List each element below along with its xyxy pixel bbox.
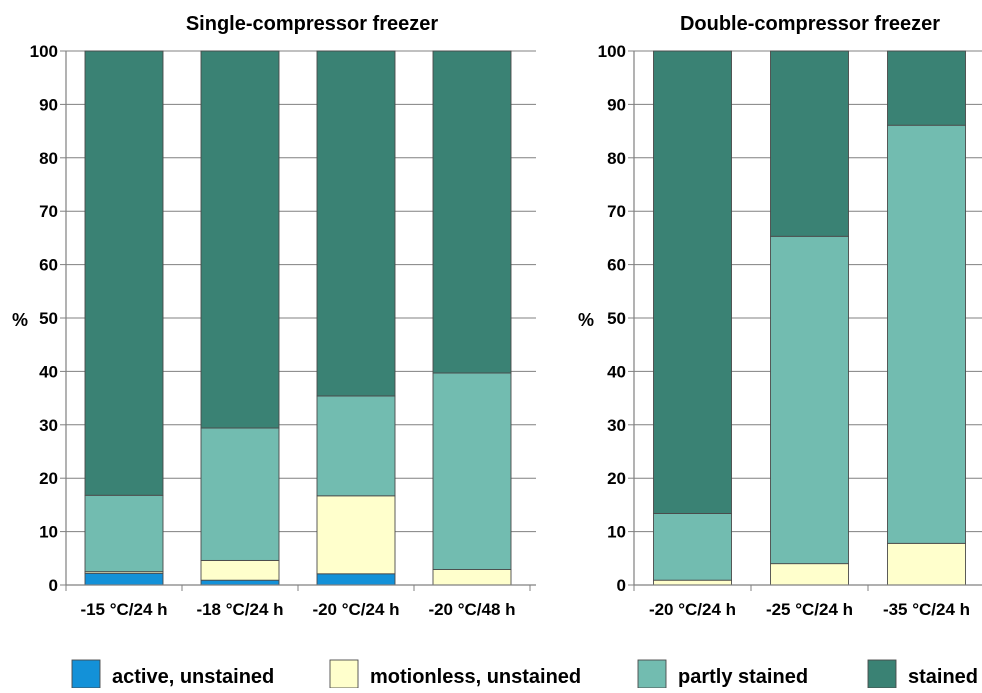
x-tick-label: -20 °C/24 h: [649, 600, 736, 619]
bar-segment: [653, 50, 732, 514]
y-tick-label: 50: [607, 309, 626, 328]
y-tick-label: 60: [607, 256, 626, 275]
bar-segment: [432, 569, 512, 586]
bar-segment: [200, 50, 280, 429]
y-tick-label: 70: [607, 202, 626, 221]
y-tick-label: 100: [30, 42, 58, 61]
x-tick-label: -20 °C/48 h: [428, 600, 515, 619]
y-tick-label: 10: [39, 523, 58, 542]
bar-segment: [84, 494, 164, 573]
bar-segment: [84, 572, 164, 586]
y-tick-label: 80: [607, 149, 626, 168]
y-tick-label: 90: [39, 95, 58, 114]
y-tick-label: 40: [39, 362, 58, 381]
legend-label: stained: [908, 666, 978, 688]
bar-segment: [316, 495, 396, 575]
legend-swatch: [329, 659, 359, 689]
bar-segment: [84, 50, 164, 496]
y-tick-label: 0: [49, 576, 58, 595]
y-tick-label: 20: [39, 469, 58, 488]
legend-swatch: [637, 659, 667, 689]
y-tick-label: 40: [607, 362, 626, 381]
bar-segment: [316, 50, 396, 397]
x-tick-label: -20 °C/24 h: [312, 600, 399, 619]
bar-segment: [887, 50, 966, 126]
chart-panel-1: Single-compressor freezer 0 10 20 30 40 50 60 70…: [12, 13, 536, 619]
chart-title: Double-compressor freezer: [680, 13, 940, 35]
x-tick-label: -25 °C/24 h: [766, 600, 853, 619]
y-tick-label: 70: [39, 202, 58, 221]
y-tick-label: 50: [39, 309, 58, 328]
legend-label: partly stained: [678, 666, 808, 688]
y-tick-label: 30: [607, 416, 626, 435]
y-axis-label: %: [578, 310, 594, 330]
x-tick-label: -35 °C/24 h: [883, 600, 970, 619]
y-tick-label: 90: [607, 95, 626, 114]
x-tick-label: -18 °C/24 h: [196, 600, 283, 619]
bar-segment: [200, 579, 280, 586]
legend-label: motionless, unstained: [370, 666, 581, 688]
bar-segment: [887, 124, 966, 544]
bar-segment: [316, 395, 396, 497]
y-tick-label: 30: [39, 416, 58, 435]
legend: active, unstained motionless, unstained pa…: [71, 659, 978, 689]
y-tick-label: 0: [617, 576, 626, 595]
bar-segment: [770, 235, 849, 565]
bar-segment: [887, 542, 966, 586]
bar-segment: [432, 50, 512, 374]
bar-segment: [200, 427, 280, 561]
bar-segment: [316, 573, 396, 586]
legend-label: active, unstained: [112, 666, 274, 688]
bar-segment: [653, 512, 732, 581]
y-tick-label: 60: [39, 256, 58, 275]
chart-title: Single-compressor freezer: [186, 13, 439, 35]
bar-segment: [432, 372, 512, 570]
bar-segment: [770, 50, 849, 237]
bar-segment: [200, 559, 280, 581]
chart-panel-2: Double-compressor freezer 0 10 20 30 40 50 60 70…: [578, 13, 982, 619]
legend-swatch: [71, 659, 101, 689]
x-tick-label: -15 °C/24 h: [80, 600, 167, 619]
y-tick-label: 10: [607, 523, 626, 542]
y-axis-label: %: [12, 310, 28, 330]
legend-swatch: [867, 659, 897, 689]
bar-segment: [770, 563, 849, 586]
y-tick-label: 80: [39, 149, 58, 168]
y-tick-label: 100: [598, 42, 626, 61]
y-tick-label: 20: [607, 469, 626, 488]
bar-segment: [653, 579, 732, 586]
